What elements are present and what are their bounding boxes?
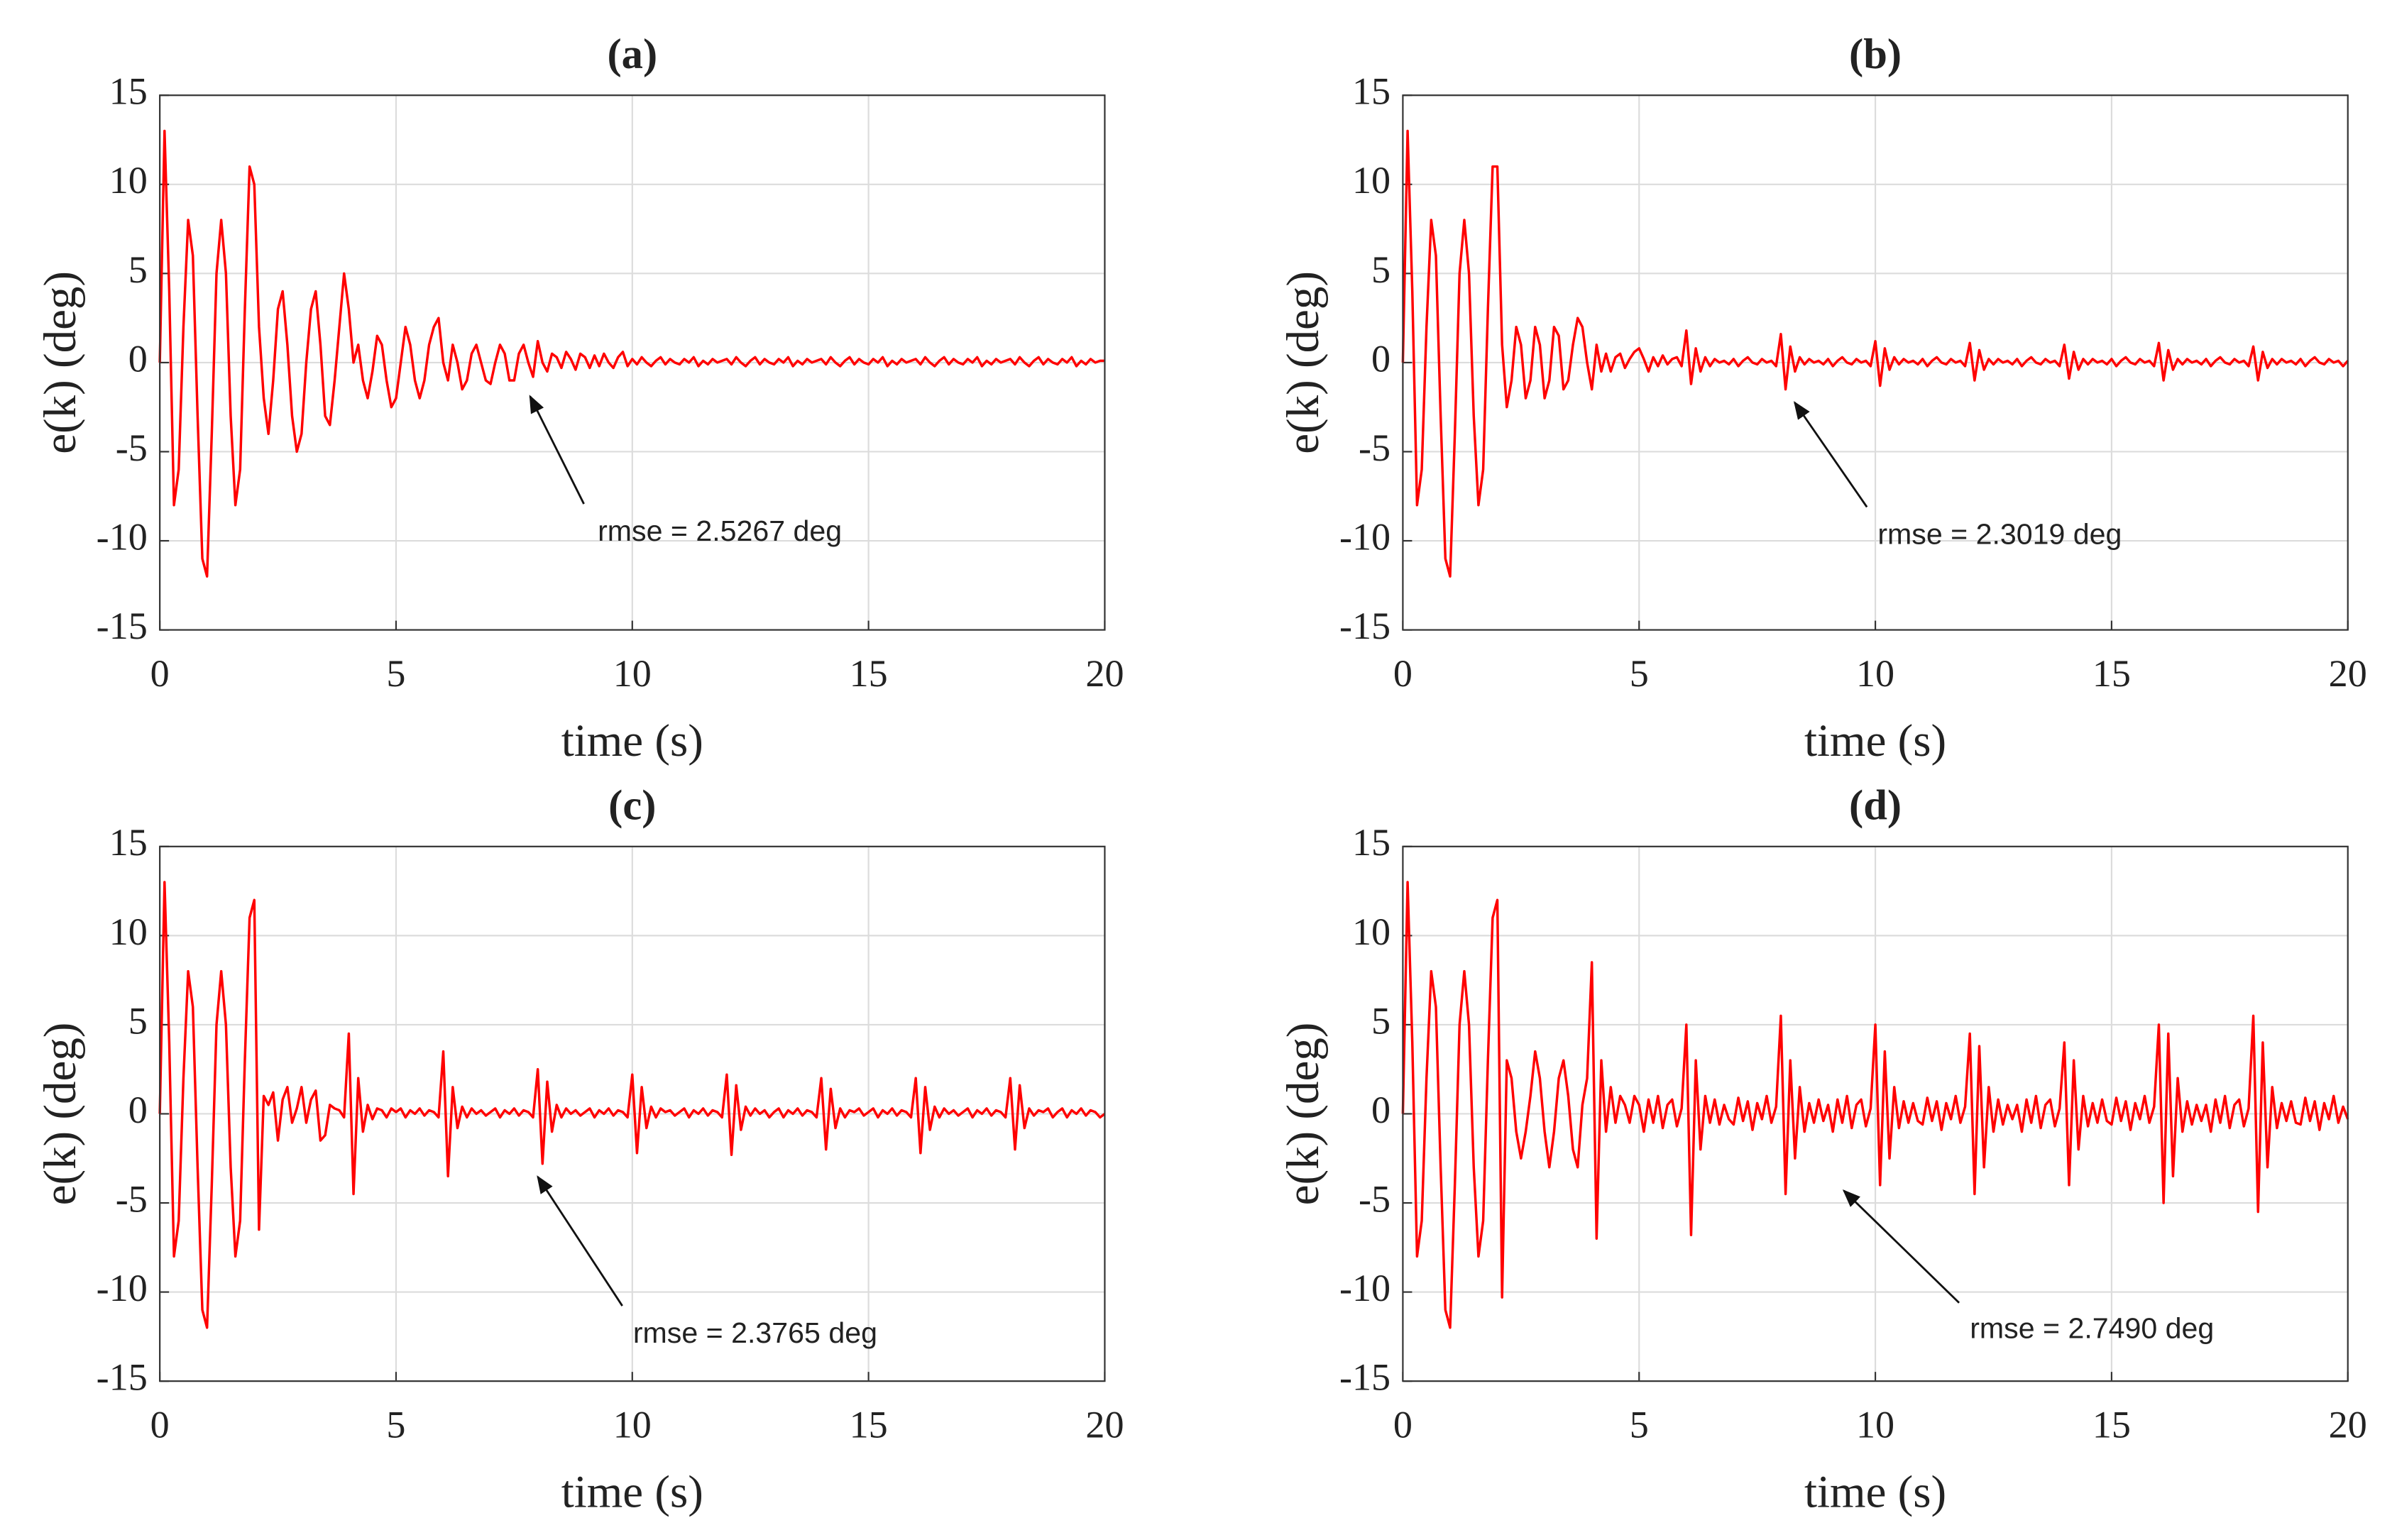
y-axis-label: e(k) (deg) xyxy=(1278,1023,1329,1206)
x-tick-label: 0 xyxy=(150,1404,170,1446)
x-tick-label: 0 xyxy=(150,652,170,695)
y-tick-label: 5 xyxy=(1371,248,1391,291)
y-tick-label: 15 xyxy=(109,70,148,113)
panel: 0 5 10 15 20 -15 -10 -5 0 5 10 15 (d) time (s) e(k) (d… xyxy=(1278,782,2367,1518)
y-tick-label: -10 xyxy=(1339,515,1391,558)
data-line xyxy=(158,129,1105,578)
panel: 0 5 10 15 20 -15 -10 -5 0 5 10 15 (b) time (s) e(k) (d… xyxy=(1278,31,2367,766)
y-tick-label: -5 xyxy=(1359,427,1391,469)
x-tick-label: 20 xyxy=(1085,1404,1124,1446)
y-tick-label: -5 xyxy=(116,1177,148,1220)
plot-frame xyxy=(159,845,1106,1382)
y-tick-label: 0 xyxy=(1371,337,1391,380)
y-tick-label: 10 xyxy=(109,911,148,953)
y-tick-label: 5 xyxy=(1371,999,1391,1042)
x-tick-label: 10 xyxy=(613,1404,652,1446)
data-line xyxy=(1401,881,2349,1329)
annotation: rmse = 2.5267 deg xyxy=(598,515,842,547)
x-axis-label: time (s) xyxy=(1804,715,1946,766)
y-axis-label: e(k) (deg) xyxy=(35,271,86,454)
y-tick-label: -5 xyxy=(1359,1177,1391,1220)
y-tick-label: -10 xyxy=(97,1267,148,1309)
panel: 0 5 10 15 20 -15 -10 -5 0 5 10 15 (c) time (s) e(k) (d… xyxy=(35,782,1124,1518)
x-tick-label: 5 xyxy=(1630,1404,1649,1446)
x-tick-label: 10 xyxy=(1856,652,1894,695)
x-tick-label: 10 xyxy=(1856,1404,1894,1446)
x-tick-label: 0 xyxy=(1393,652,1413,695)
x-tick-label: 5 xyxy=(386,1404,405,1446)
y-tick-label: -15 xyxy=(1339,605,1391,647)
annotation: rmse = 2.3765 deg xyxy=(633,1316,877,1349)
annotation-arrow xyxy=(529,395,585,505)
y-axis-label: e(k) (deg) xyxy=(35,1023,86,1206)
y-tick-label: 15 xyxy=(1352,821,1391,864)
x-tick-label: 10 xyxy=(613,652,652,695)
plot-frame xyxy=(1402,94,2349,631)
chart-title: (b) xyxy=(1849,31,1902,78)
y-tick-label: 10 xyxy=(1352,911,1391,953)
chart-title: (d) xyxy=(1849,782,1902,830)
y-tick-label: 10 xyxy=(1352,159,1391,202)
chart-title: (c) xyxy=(608,782,656,830)
data-line xyxy=(158,881,1106,1329)
y-tick-label: 5 xyxy=(128,248,148,291)
plot-frame xyxy=(159,94,1106,631)
y-tick-label: -10 xyxy=(1339,1267,1391,1309)
x-tick-label: 5 xyxy=(386,652,405,695)
plot-frame xyxy=(1402,845,2349,1382)
x-axis-label: time (s) xyxy=(561,1466,703,1517)
y-tick-label: 15 xyxy=(109,821,148,864)
y-tick-label: 0 xyxy=(128,1089,148,1131)
y-tick-label: 10 xyxy=(109,159,148,202)
y-axis-label: e(k) (deg) xyxy=(1278,271,1329,454)
y-tick-label: 15 xyxy=(1352,70,1391,113)
y-tick-label: -5 xyxy=(116,427,148,469)
x-axis-label: time (s) xyxy=(1804,1466,1946,1517)
y-tick-label: -15 xyxy=(97,605,148,647)
annotation-arrow xyxy=(1793,401,1868,508)
y-tick-label: 0 xyxy=(1371,1089,1391,1131)
x-tick-label: 0 xyxy=(1393,1404,1413,1446)
y-tick-label: 5 xyxy=(128,999,148,1042)
x-tick-label: 5 xyxy=(1630,652,1649,695)
annotation-arrow xyxy=(1842,1189,1960,1304)
y-tick-label: -15 xyxy=(1339,1356,1391,1399)
panel: 0 5 10 15 20 -15 -10 -5 0 5 10 15 (a) time (s) e(k) (d… xyxy=(35,31,1124,766)
x-tick-label: 15 xyxy=(850,652,888,695)
x-tick-label: 20 xyxy=(2329,1404,2367,1446)
data-line xyxy=(1401,129,2349,578)
y-tick-label: 0 xyxy=(128,337,148,380)
annotation: rmse = 2.3019 deg xyxy=(1877,517,2122,550)
chart-title: (a) xyxy=(607,31,657,78)
x-axis-label: time (s) xyxy=(561,715,703,766)
annotation-arrow xyxy=(537,1175,623,1307)
x-tick-label: 15 xyxy=(850,1404,888,1446)
x-tick-label: 20 xyxy=(1085,652,1124,695)
x-tick-label: 15 xyxy=(2092,1404,2131,1446)
x-tick-label: 20 xyxy=(2329,652,2367,695)
x-tick-label: 15 xyxy=(2092,652,2131,695)
annotation: rmse = 2.7490 deg xyxy=(1970,1312,2214,1345)
y-tick-label: -15 xyxy=(97,1356,148,1399)
y-tick-label: -10 xyxy=(97,515,148,558)
